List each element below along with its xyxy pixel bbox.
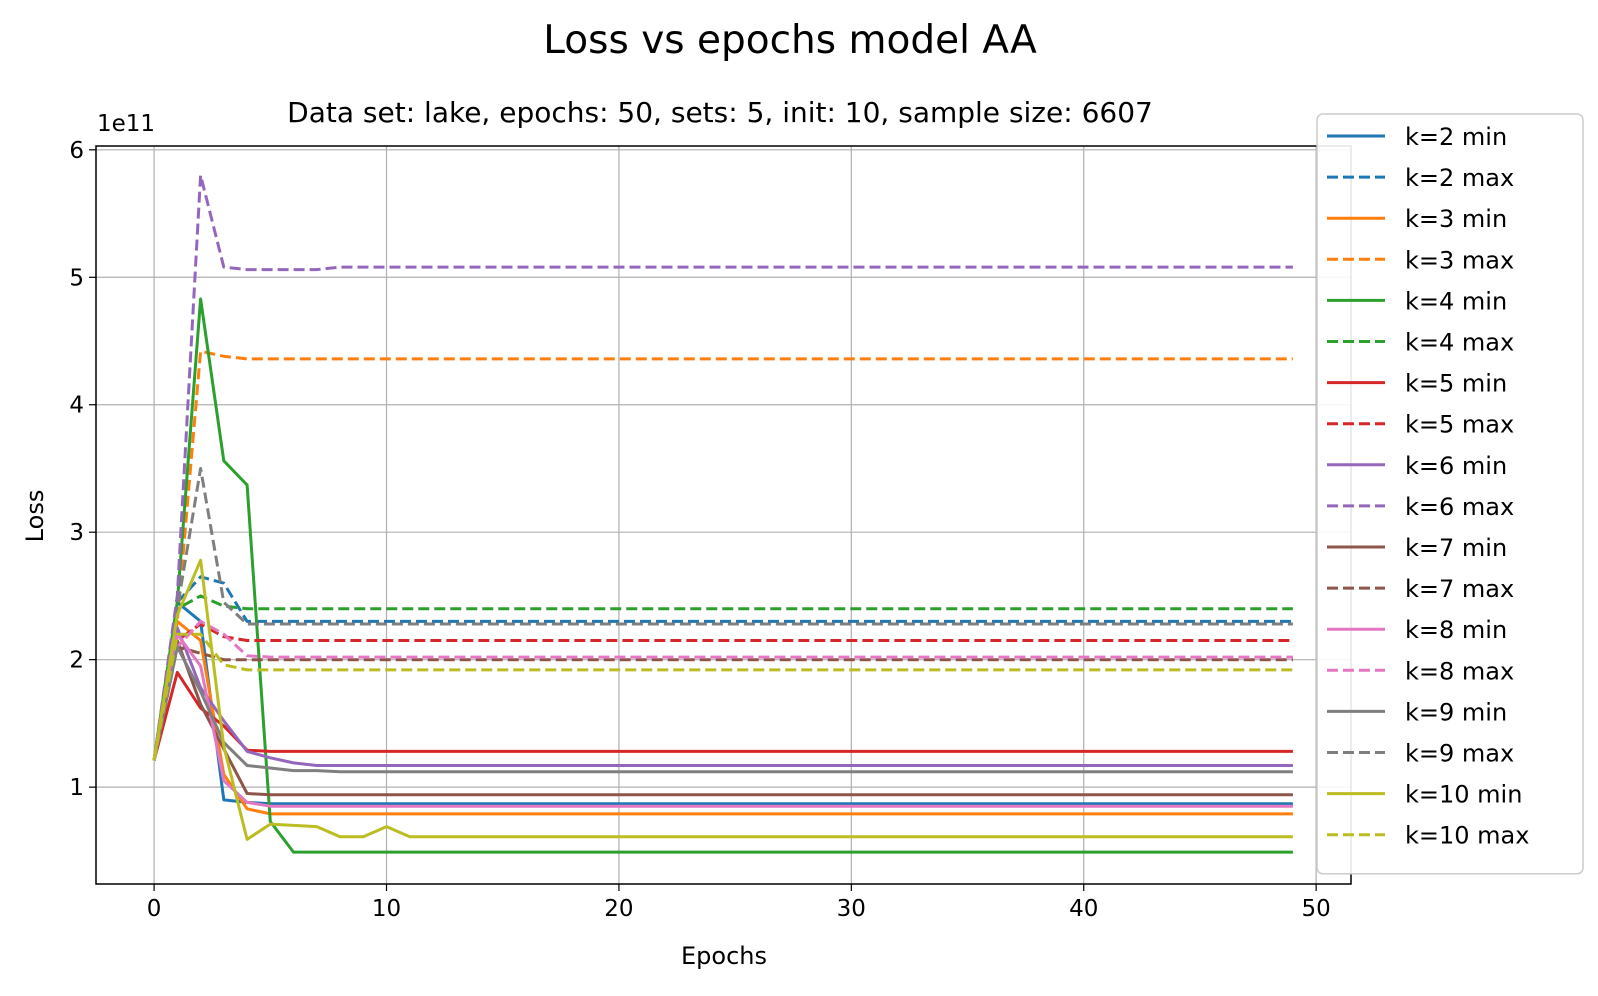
x-tick-label: 40	[1069, 896, 1098, 922]
series-line-k-2-max	[152, 575, 1293, 761]
y-axis-label: Loss	[21, 490, 49, 543]
series-layer	[152, 173, 1293, 854]
grid-layer	[96, 146, 1351, 884]
x-tick-label: 30	[837, 896, 866, 922]
x-axis-label: Epochs	[681, 942, 767, 970]
legend: k=2 min k=2 max k=3 min k=3 max k=4 min k=4 m…	[1316, 113, 1584, 875]
series-line-k-4-min	[152, 297, 1293, 854]
series-line-k-3-min	[152, 619, 1293, 816]
series-line-k-6-max	[152, 173, 1293, 761]
series-line-k-4-max	[152, 594, 1293, 761]
y-scale-offset-label: 1e11	[97, 111, 155, 137]
series-line-k-3-max	[152, 349, 1293, 761]
legend-label: k=9 max	[1405, 740, 1514, 768]
series-line-k-5-min	[152, 670, 1293, 761]
series-line-k-7-max	[152, 645, 1293, 761]
chart-title: Loss vs epochs model AA	[543, 18, 1037, 63]
chart-subtitle: Data set: lake, epochs: 50, sets: 5, ini…	[287, 96, 1153, 129]
legend-label: k=10 max	[1405, 822, 1529, 850]
legend-label: k=4 min	[1405, 287, 1507, 315]
legend-label: k=6 max	[1405, 493, 1514, 521]
y-tick-label: 3	[69, 520, 84, 546]
legend-label: k=4 max	[1405, 329, 1514, 357]
series-line-k-10-min	[152, 558, 1293, 841]
series-line-k-9-max	[152, 467, 1293, 761]
series-line-k-2-min	[152, 600, 1293, 806]
series-line-k-10-max	[152, 632, 1293, 761]
tick-layer: 0 10 20 30 40 50 1 2 3 4 5 6	[69, 138, 1330, 922]
series-line-k-9-min	[152, 645, 1293, 774]
legend-label: k=8 min	[1405, 616, 1507, 644]
series-line-k-8-min	[152, 632, 1293, 808]
legend-label: k=7 min	[1405, 534, 1507, 562]
legend-label: k=9 min	[1405, 698, 1507, 726]
legend-label: k=10 min	[1405, 781, 1522, 809]
legend-label: k=2 min	[1405, 123, 1507, 151]
legend-label: k=3 min	[1405, 205, 1507, 233]
x-tick-label: 10	[372, 896, 401, 922]
legend-label: k=2 max	[1405, 164, 1514, 192]
y-tick-label: 1	[69, 775, 84, 801]
x-tick-label: 0	[147, 896, 162, 922]
legend-label: k=8 max	[1405, 657, 1514, 685]
series-line-k-5-max	[152, 622, 1293, 761]
legend-label: k=6 min	[1405, 452, 1507, 480]
legend-label: k=5 min	[1405, 370, 1507, 398]
series-line-k-7-min	[152, 639, 1293, 797]
series-line-k-8-max	[152, 619, 1293, 761]
legend-label: k=3 max	[1405, 246, 1514, 274]
x-tick-label: 20	[604, 896, 633, 922]
legend-frame	[1316, 113, 1584, 875]
y-tick-label: 4	[69, 393, 84, 419]
legend-label: k=5 max	[1405, 411, 1514, 439]
legend-label: k=7 max	[1405, 575, 1514, 603]
x-tick-label: 50	[1301, 896, 1330, 922]
y-tick-label: 6	[69, 138, 84, 164]
y-tick-label: 2	[69, 648, 84, 674]
series-line-k-6-min	[152, 626, 1293, 767]
y-tick-label: 5	[69, 265, 84, 291]
